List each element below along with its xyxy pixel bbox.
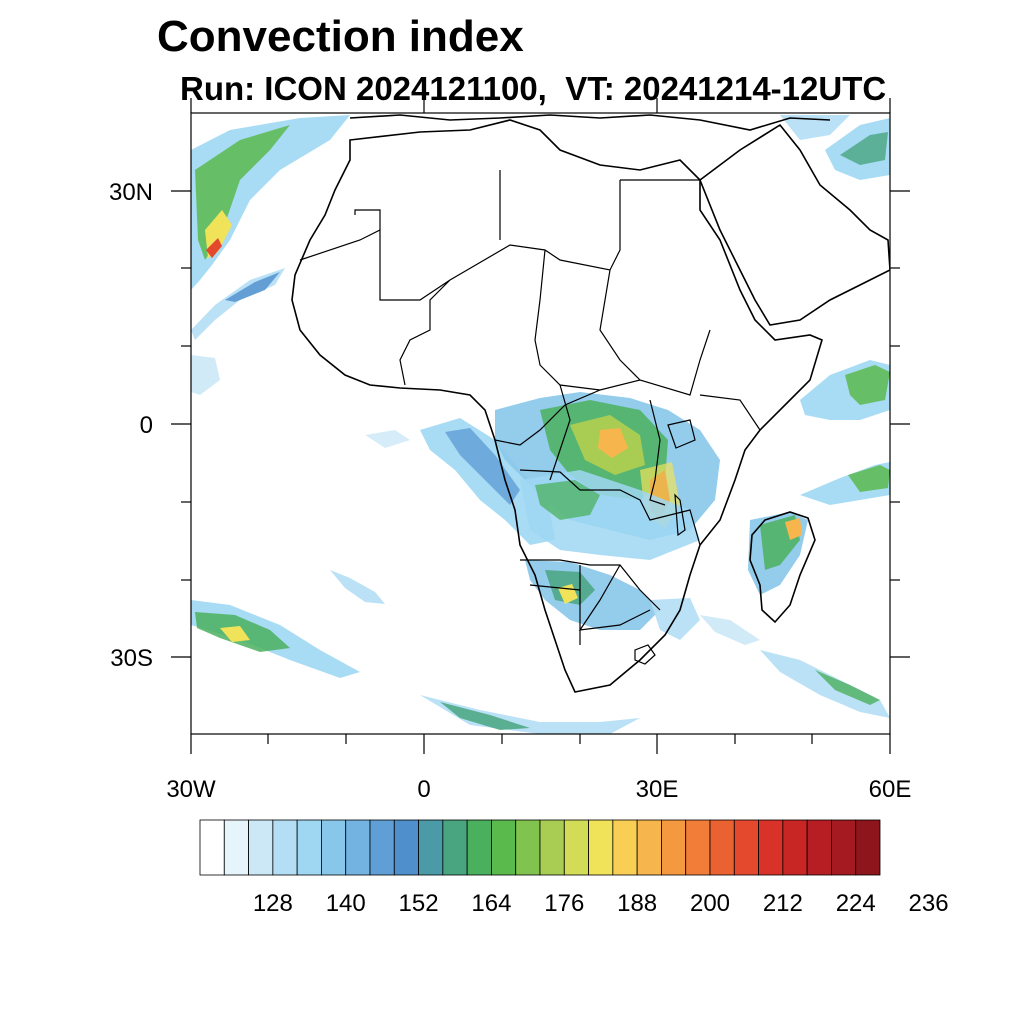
lon-label-30w: 30W xyxy=(166,776,216,803)
colorbar-swatch xyxy=(709,819,735,876)
field-atl-bits xyxy=(365,430,410,448)
europe-coastline xyxy=(349,114,831,131)
colorbar-swatch xyxy=(636,819,662,876)
field-s-band-core xyxy=(440,702,530,730)
colorbar-swatch xyxy=(321,819,347,876)
colorbar-swatch xyxy=(831,819,857,876)
arabia-coastline xyxy=(699,123,890,326)
field-moz-channel xyxy=(700,615,760,645)
field-indian-mid-core xyxy=(848,465,890,492)
colorbar-label: 188 xyxy=(617,890,657,917)
lake-malawi xyxy=(674,493,686,537)
colorbar-label: 176 xyxy=(544,890,584,917)
convection-fields xyxy=(191,115,890,734)
colorbar-swatch xyxy=(418,819,444,876)
lon-label-0: 0 xyxy=(417,776,430,803)
colorbar: 128 140 152 164 176 188 200 212 224 236 xyxy=(199,819,949,917)
colorbar-label: 236 xyxy=(909,890,949,917)
field-nw-band2-core xyxy=(225,272,280,302)
colorbar-swatch xyxy=(758,819,784,876)
colorbar-swatch xyxy=(515,819,541,876)
colorbar-swatch xyxy=(491,819,517,876)
field-mid-atl-streak xyxy=(330,570,385,604)
colorbar-label: 152 xyxy=(399,890,439,917)
field-ne-corner-core xyxy=(840,132,888,165)
field-congo-peak xyxy=(598,428,628,458)
field-w-atlantic-bits xyxy=(191,355,220,395)
colorbar-label: 224 xyxy=(836,890,876,917)
field-s-band xyxy=(420,695,640,734)
axis-ticks xyxy=(171,98,910,754)
colorbar-swatch xyxy=(248,819,274,876)
colorbar-swatch xyxy=(612,819,638,876)
colorbar-swatch xyxy=(563,819,589,876)
lake-victoria xyxy=(667,419,696,449)
colorbar-swatch xyxy=(782,819,808,876)
colorbar-swatch xyxy=(733,819,759,876)
field-indian-n-core xyxy=(845,365,890,405)
field-madagascar-peak xyxy=(785,518,802,540)
lat-label-0: 0 xyxy=(140,412,153,439)
colorbar-label: 200 xyxy=(690,890,730,917)
colorbar-label: 140 xyxy=(326,890,366,917)
colorbar-swatch xyxy=(369,819,395,876)
coastlines xyxy=(291,114,890,693)
field-ne-top xyxy=(780,115,850,140)
colorbar-swatch xyxy=(855,819,881,876)
colorbar-swatch xyxy=(588,819,614,876)
lat-label-30n: 30N xyxy=(109,179,153,206)
colorbar-swatch xyxy=(442,819,468,876)
field-se-tail xyxy=(760,650,890,718)
colorbar-swatch xyxy=(345,819,371,876)
colorbar-swatch xyxy=(296,819,322,876)
field-se-tail-core xyxy=(815,670,880,705)
colorbar-swatch xyxy=(223,819,249,876)
colorbar-swatch xyxy=(466,819,492,876)
colorbar-swatch xyxy=(685,819,711,876)
africa-coastline xyxy=(291,119,823,693)
colorbar-label: 164 xyxy=(471,890,511,917)
colorbar-swatch xyxy=(272,819,298,876)
colorbar-swatch xyxy=(199,819,225,876)
field-gulf-plume-core xyxy=(445,428,520,505)
field-sw-band-peak xyxy=(220,626,250,642)
field-nw-peak2 xyxy=(206,238,222,258)
colorbar-swatch xyxy=(661,819,687,876)
lon-label-30e: 30E xyxy=(636,776,679,803)
colorbar-swatch xyxy=(393,819,419,876)
madagascar-coastline xyxy=(749,511,816,624)
colorbar-swatch xyxy=(806,819,832,876)
map-title: Convection index xyxy=(157,12,524,61)
lat-label-30s: 30S xyxy=(110,645,153,672)
colorbar-label: 212 xyxy=(763,890,803,917)
lesotho xyxy=(634,644,656,665)
colorbar-swatch xyxy=(539,819,565,876)
country-borders xyxy=(299,170,761,645)
colorbar-label: 128 xyxy=(253,890,293,917)
map-subtitle: Run: ICON 2024121100, VT: 20241214-12UTC xyxy=(180,70,887,107)
lon-label-60e: 60E xyxy=(869,776,912,803)
